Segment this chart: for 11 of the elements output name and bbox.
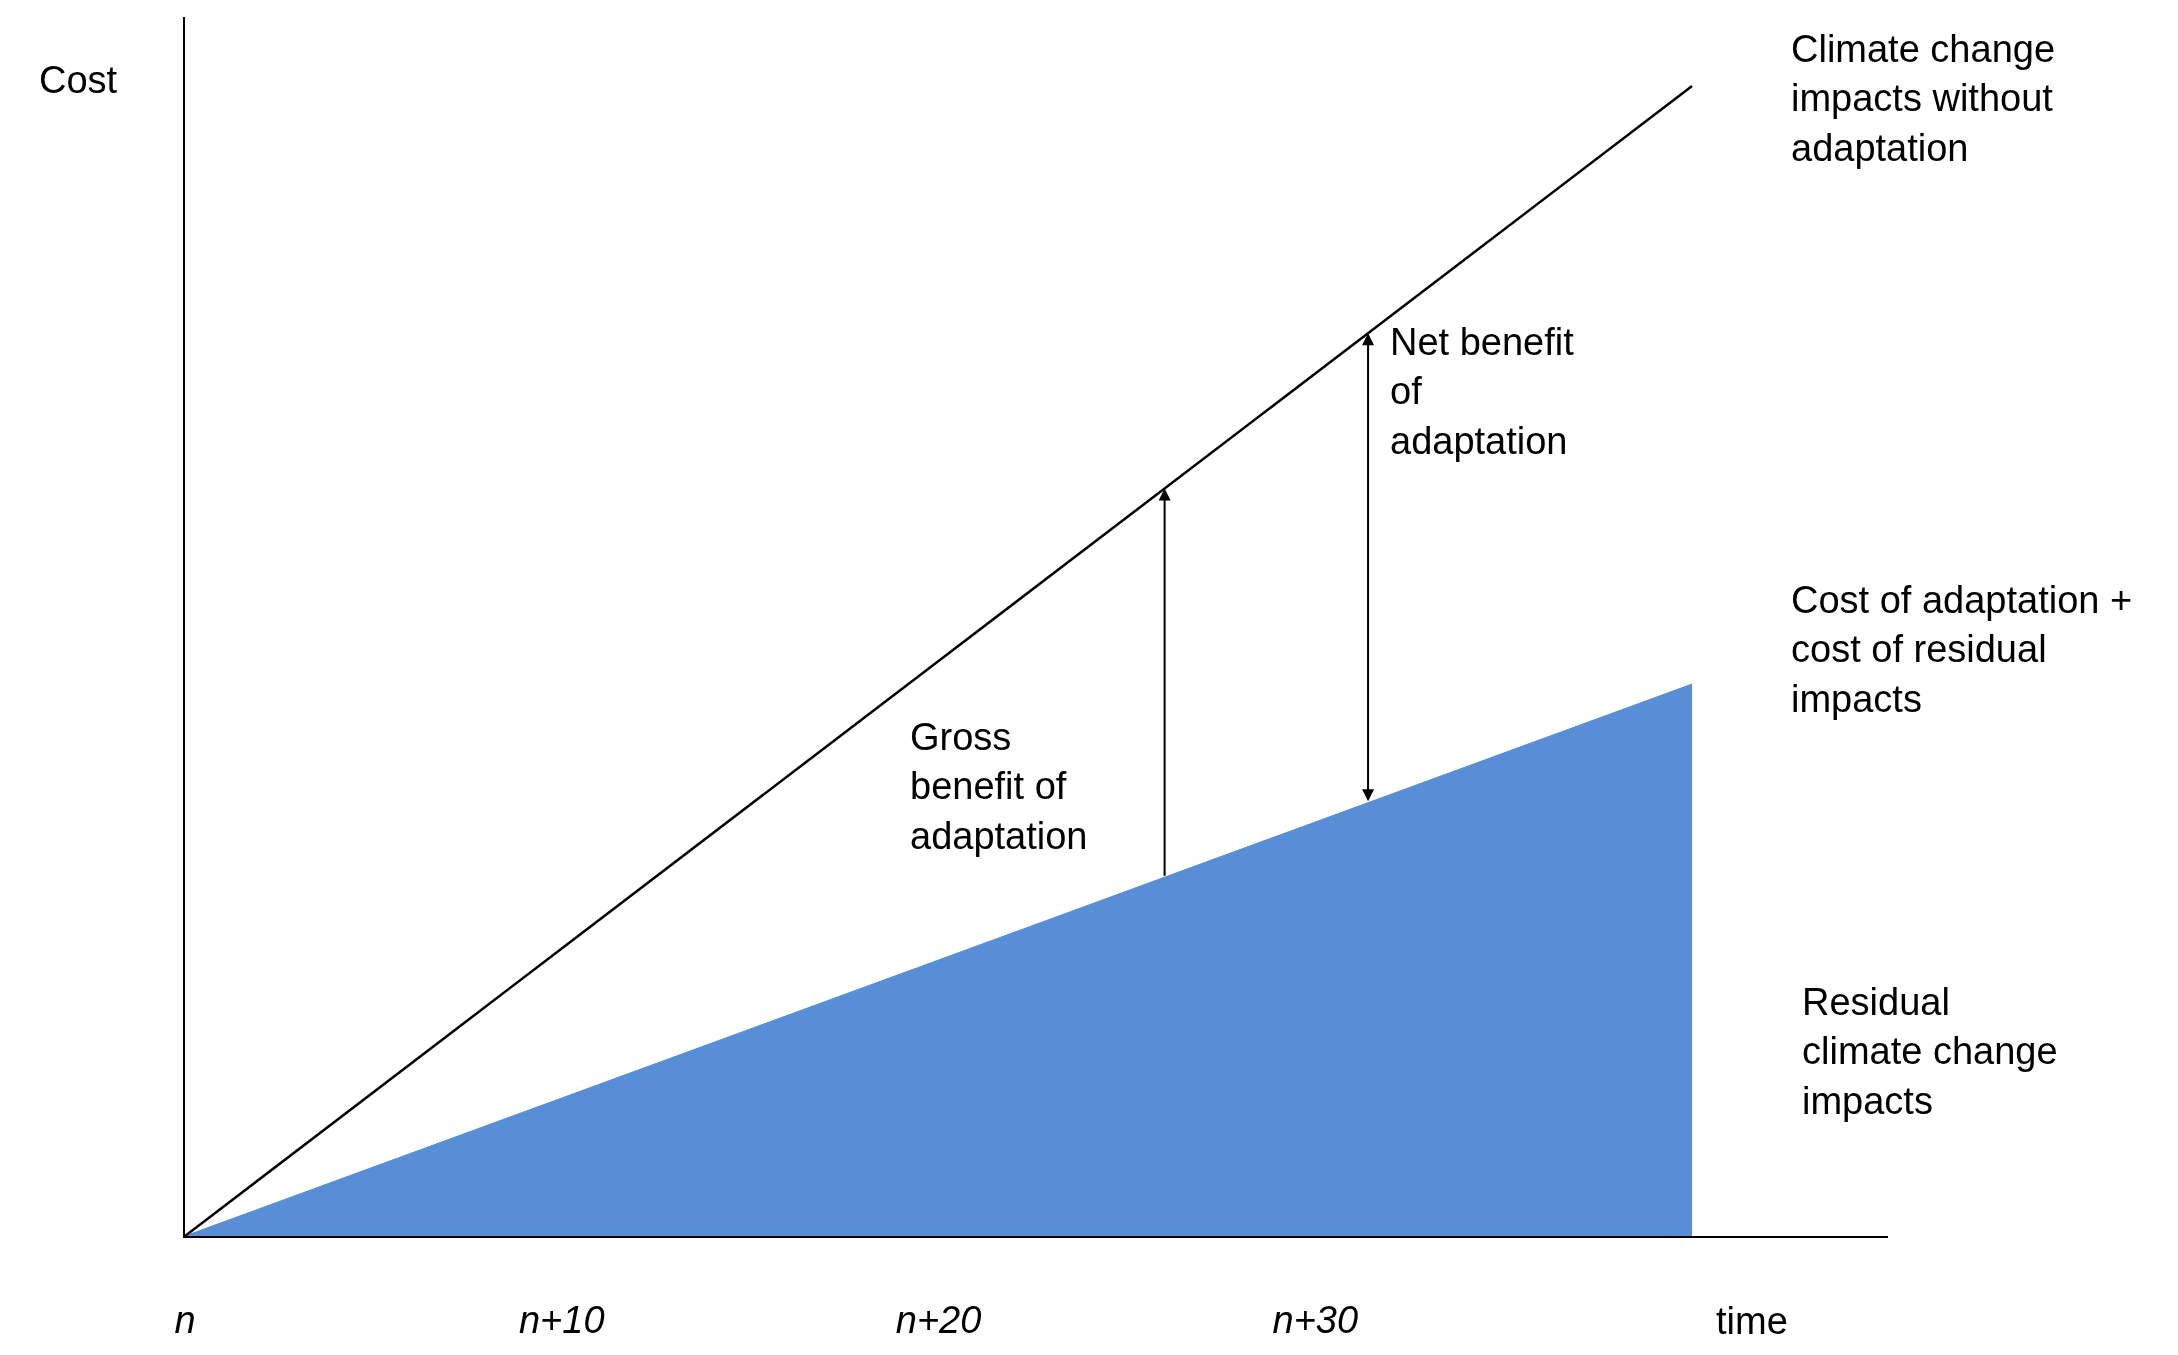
x-axis-title: time [1716, 1300, 1788, 1342]
x-tick-label: n+10 [518, 1299, 605, 1342]
text: Climate change impacts without adaptation [1791, 28, 2056, 169]
annotation: Net benefit of adaptation [1390, 321, 1575, 462]
y-axis-title: Cost [39, 59, 118, 101]
x-tick-label: n+20 [895, 1299, 982, 1342]
annotation: Gross benefit of adaptation [910, 716, 1088, 857]
x-tick-label: n+30 [1272, 1299, 1359, 1342]
x-tick-label: n [174, 1299, 196, 1342]
annotation: Cost of adaptation + cost of residual impacts [1791, 579, 2133, 720]
text: Residual climate change impacts [1802, 981, 2058, 1122]
